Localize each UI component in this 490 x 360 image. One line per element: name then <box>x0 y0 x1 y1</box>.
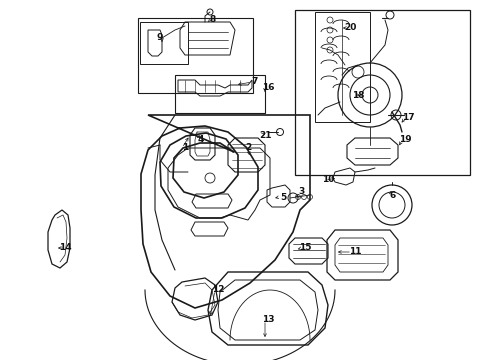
Bar <box>315 12 370 122</box>
Text: 9: 9 <box>157 33 163 42</box>
Bar <box>138 18 253 93</box>
Bar <box>295 10 470 175</box>
Text: 5: 5 <box>280 193 286 202</box>
Bar <box>175 75 265 113</box>
Text: 20: 20 <box>344 23 356 32</box>
Text: 17: 17 <box>402 113 415 122</box>
Text: 3: 3 <box>298 188 304 197</box>
Text: 15: 15 <box>299 243 311 252</box>
Text: 6: 6 <box>390 192 396 201</box>
Text: 1: 1 <box>182 144 188 153</box>
Text: 10: 10 <box>322 175 334 184</box>
Text: 12: 12 <box>212 285 224 294</box>
Text: 7: 7 <box>252 77 258 86</box>
Text: 2: 2 <box>245 144 251 153</box>
Text: 11: 11 <box>349 248 361 256</box>
Bar <box>140 22 188 64</box>
Text: 16: 16 <box>262 84 274 93</box>
Text: 4: 4 <box>198 135 204 144</box>
Text: 8: 8 <box>210 15 216 24</box>
Text: 13: 13 <box>262 315 274 324</box>
Text: 14: 14 <box>59 243 72 252</box>
Text: 19: 19 <box>399 135 411 144</box>
Text: 18: 18 <box>352 90 364 99</box>
Text: 21: 21 <box>259 130 271 139</box>
